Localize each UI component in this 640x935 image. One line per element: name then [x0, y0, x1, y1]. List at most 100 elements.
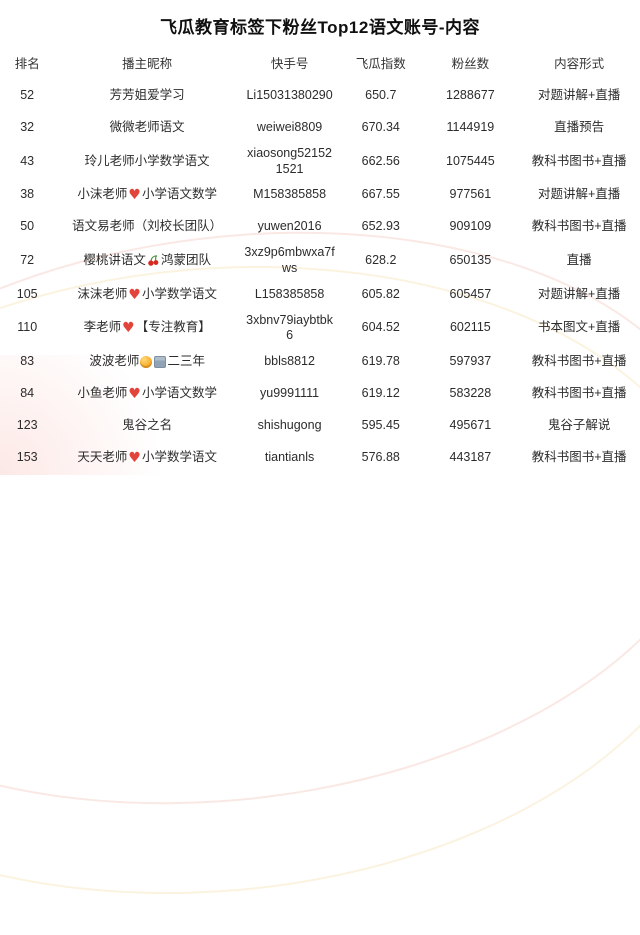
feigua-index-value: 670.34: [361, 120, 400, 135]
cell-nickname: 玲儿老师小学数学语文: [54, 152, 240, 172]
cell-fans-count: 977561: [422, 185, 518, 205]
nickname-text: 鬼谷之名: [122, 417, 173, 432]
building-emoji-icon: [154, 355, 167, 368]
nickname: 语文易老师（刘校长团队）: [72, 219, 222, 235]
cell-fans-count: 597937: [422, 352, 518, 372]
content-format-value: 对题讲解+直播: [538, 286, 621, 301]
cell-rank: 84: [0, 384, 54, 404]
cell-content-format: 鬼谷子解说: [518, 416, 640, 436]
page-title: 飞瓜教育标签下粉丝Top12语文账号-内容: [160, 18, 480, 37]
column-header-fans-count: 粉丝数: [451, 57, 490, 72]
content-format-value: 直播预告: [554, 120, 605, 135]
nickname: 小沫老师 ♥ 小学语文数学: [77, 187, 217, 203]
cell-fans-count: 650135: [422, 251, 518, 271]
cell-nickname: 语文易老师（刘校长团队）: [54, 217, 240, 237]
feigua-index-value: 628.2: [365, 253, 397, 268]
cell-kuaishou-id: 3xz9p6mbwxa7fws: [240, 243, 339, 278]
kuaishou-id-value: weiwei8809: [256, 120, 323, 135]
table-row: 110 李老师 ♥ 【专注教育】 3xbnv79iaybtbk6 604.52 602115…: [0, 311, 640, 346]
nickname-text: 小鱼老师: [77, 385, 128, 400]
nickname-text: 波波老师: [89, 353, 140, 368]
fans-count-value: 1144919: [446, 120, 495, 135]
cell-content-format: 教科书图书+直播: [518, 152, 640, 172]
fans-count-value: 443187: [449, 449, 492, 464]
cell-content-format: 直播: [518, 251, 640, 271]
column-header-kuaishou-id: 快手号: [270, 57, 309, 72]
cell-content-format: 教科书图书+直播: [518, 217, 640, 237]
content-format-value: 教科书图书+直播: [531, 385, 627, 400]
cell-kuaishou-id: 3xbnv79iaybtbk6: [240, 311, 339, 346]
cell-feigua-index: 628.2: [339, 251, 422, 271]
report-table-page: 飞瓜教育标签下粉丝Top12语文账号-内容 排名 播主昵称 快手号 飞瓜指数 粉丝数 内容…: [0, 18, 640, 468]
table-row: 83 波波老师 二三年 bbls8812 619.78 597937 教科书图书+直播: [0, 346, 640, 378]
kuaishou-id-value: Li15031380290: [246, 88, 333, 103]
cherry-icon: [147, 254, 160, 267]
rank-value: 72: [20, 253, 35, 268]
nickname: 芳芳姐爱学习: [110, 88, 185, 104]
fans-count-value: 977561: [449, 187, 492, 202]
nickname: 沫沫老师 ♥ 小学数学语文: [77, 287, 217, 303]
cell-rank: 32: [0, 118, 54, 138]
cell-fans-count: 602115: [422, 318, 518, 338]
content-format-value: 教科书图书+直播: [531, 353, 627, 368]
cell-nickname: 鬼谷之名: [54, 416, 240, 436]
kuaishou-id-value: bbls8812: [264, 353, 315, 368]
table-row: 43 玲儿老师小学数学语文 xiaosong521521521 662.56 10754…: [0, 144, 640, 179]
nickname-text: 天天老师: [77, 449, 128, 464]
cell-fans-count: 1288677: [422, 86, 518, 106]
cell-rank: 50: [0, 217, 54, 237]
nickname-text: 李老师: [83, 320, 122, 335]
cell-fans-count: 443187: [422, 448, 518, 468]
cell-nickname: 樱桃讲语文 鸿蒙团队: [54, 251, 240, 271]
cell-rank: 110: [0, 318, 54, 338]
cell-nickname: 小鱼老师 ♥ 小学语文数学: [54, 384, 240, 404]
kuaishou-id-value: shishugong: [257, 417, 322, 432]
kuaishou-id-value: xiaosong521521521: [247, 146, 332, 176]
kuaishou-id-value: 3xz9p6mbwxa7fws: [244, 245, 335, 275]
content-format-value: 直播: [566, 253, 592, 268]
content-format-value: 鬼谷子解说: [547, 417, 611, 432]
rank-value: 83: [20, 353, 35, 368]
cell-nickname: 李老师 ♥ 【专注教育】: [54, 318, 240, 338]
kuaishou-id-value: yu9991111: [260, 385, 320, 400]
nickname-text: 语文易老师（刘校长团队）: [72, 219, 223, 234]
cell-feigua-index: 605.82: [339, 285, 422, 305]
cell-fans-count: 583228: [422, 384, 518, 404]
feigua-index-value: 652.93: [361, 219, 400, 234]
rank-value: 105: [16, 286, 38, 301]
cell-kuaishou-id: weiwei8809: [240, 118, 339, 138]
cell-feigua-index: 595.45: [339, 416, 422, 436]
cell-kuaishou-id: shishugong: [240, 416, 339, 436]
fans-count-value: 909109: [449, 219, 492, 234]
fans-count-value: 583228: [449, 385, 492, 400]
cell-feigua-index: 619.78: [339, 352, 422, 372]
cell-feigua-index: 576.88: [339, 448, 422, 468]
cell-feigua-index: 652.93: [339, 217, 422, 237]
nickname-text: 鸿蒙团队: [160, 253, 211, 268]
nickname-text: 樱桃讲语文: [83, 253, 146, 268]
rank-value: 50: [20, 219, 35, 234]
kuaishou-id-value: yuwen2016: [257, 219, 322, 234]
cell-feigua-index: 667.55: [339, 185, 422, 205]
cell-kuaishou-id: L158385858: [240, 285, 339, 305]
feigua-index-value: 604.52: [361, 320, 400, 335]
rank-value: 38: [20, 187, 35, 202]
nickname-text: 小学数学语文: [141, 449, 217, 464]
cell-rank: 123: [0, 416, 54, 436]
nickname: 微微老师语文: [110, 120, 185, 136]
nickname: 樱桃讲语文 鸿蒙团队: [83, 253, 211, 269]
nickname-text: 小学数学语文: [141, 286, 217, 301]
cell-kuaishou-id: M158385858: [240, 185, 339, 205]
table-row: 50 语文易老师（刘校长团队） yuwen2016 652.93 909109 教科书图书…: [0, 211, 640, 243]
table-row: 105 沫沫老师 ♥ 小学数学语文 L158385858 605.82 605457 对题讲解…: [0, 279, 640, 311]
nickname-text: 玲儿老师小学数学语文: [84, 153, 210, 168]
cell-content-format: 直播预告: [518, 118, 640, 138]
cell-fans-count: 1144919: [422, 118, 518, 138]
kuaishou-id-value: 3xbnv79iaybtbk6: [246, 312, 334, 343]
feigua-index-value: 605.82: [361, 286, 400, 301]
fans-count-value: 602115: [449, 320, 491, 335]
nickname-text: 小沫老师: [77, 187, 128, 202]
heart-icon: ♥: [128, 385, 141, 402]
fans-count-value: 605457: [449, 286, 492, 301]
cell-feigua-index: 670.34: [339, 118, 422, 138]
